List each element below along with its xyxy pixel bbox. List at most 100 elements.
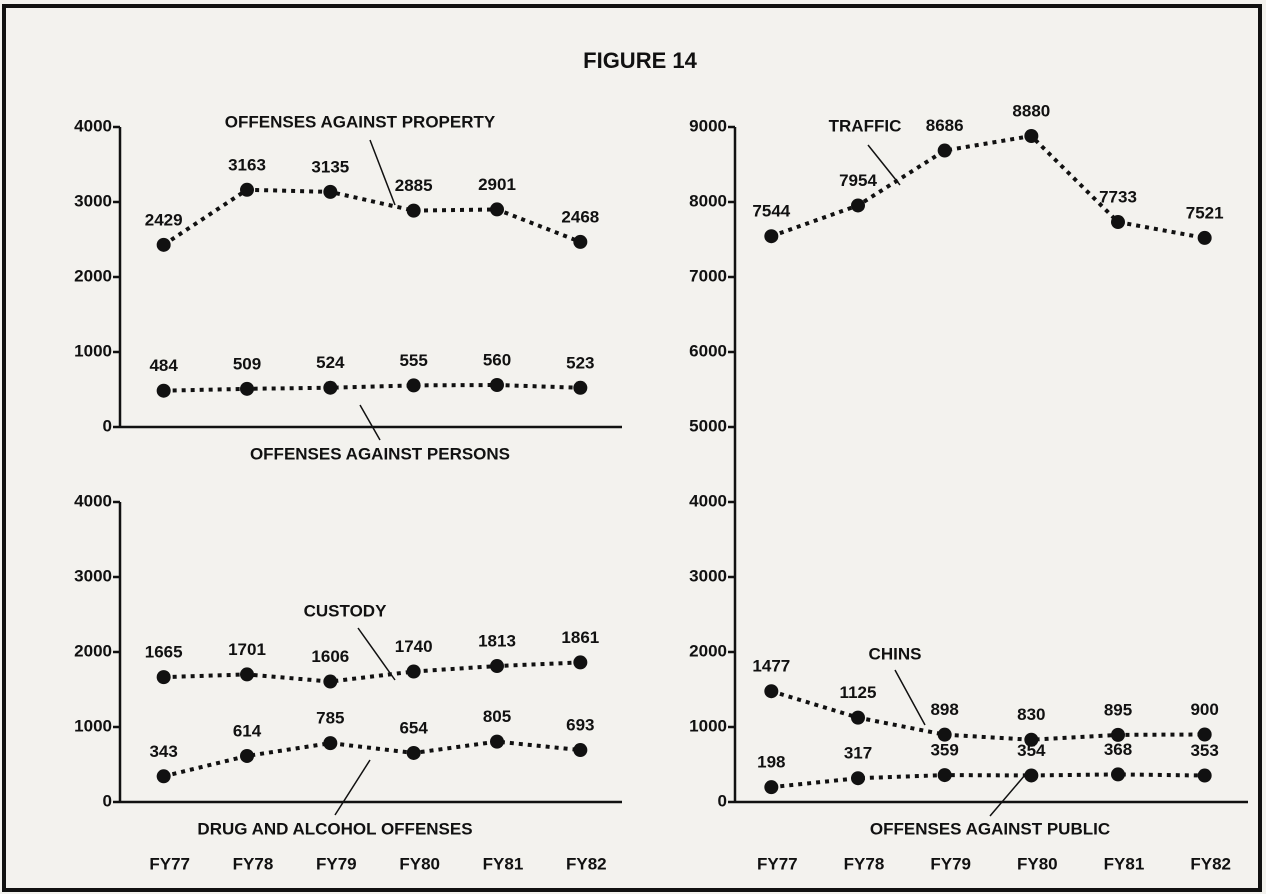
- data-point: [851, 771, 865, 786]
- data-label: 3163: [228, 155, 266, 174]
- leader-line: [894, 669, 926, 726]
- frame: [2, 4, 1262, 892]
- data-point: [851, 710, 865, 725]
- data-label: 3135: [311, 157, 349, 176]
- data-point: [573, 234, 588, 249]
- series-line: [163, 382, 581, 393]
- x-tick-label: FY80: [1017, 854, 1058, 873]
- data-label: 1740: [395, 637, 433, 656]
- data-point: [323, 674, 338, 689]
- data-label: 1477: [752, 657, 790, 676]
- data-label: 354: [1017, 741, 1046, 760]
- y-tick-label: 2000: [74, 266, 112, 285]
- data-label: 368: [1104, 740, 1132, 759]
- data-label: 1665: [145, 643, 183, 662]
- data-point: [1024, 732, 1039, 747]
- leader-line: [989, 774, 1026, 817]
- x-tick-label: FY80: [399, 854, 440, 873]
- series-name: OFFENSES AGAINST PROPERTY: [225, 112, 496, 131]
- data-point: [240, 667, 254, 682]
- y-tick-label: 0: [103, 791, 112, 810]
- x-tick-label: FY79: [316, 854, 357, 873]
- data-point: [573, 655, 588, 670]
- y-tick-label: 8000: [689, 191, 727, 210]
- data-label: 693: [566, 716, 594, 735]
- x-tick-label: FY82: [566, 854, 607, 873]
- x-tick-label: FY79: [930, 854, 971, 873]
- data-point: [937, 143, 952, 158]
- data-label: 524: [316, 353, 345, 372]
- data-point: [1197, 768, 1212, 783]
- data-point: [1111, 215, 1125, 230]
- series-name: CUSTODY: [304, 601, 387, 620]
- x-tick-label: FY78: [233, 854, 274, 873]
- x-tick-label: FY82: [1190, 854, 1231, 873]
- y-tick-label: 2000: [689, 641, 727, 660]
- y-tick-label: 1000: [74, 716, 112, 735]
- data-point: [490, 202, 504, 217]
- data-point: [490, 734, 504, 749]
- data-point: [764, 229, 779, 244]
- data-point: [937, 727, 952, 742]
- figure-title: FIGURE 14: [583, 48, 697, 73]
- data-point: [937, 768, 952, 783]
- data-label: 523: [566, 353, 594, 372]
- leader-line: [359, 404, 381, 441]
- y-tick-label: 3000: [74, 566, 112, 585]
- series-name: DRUG AND ALCOHOL OFFENSES: [197, 819, 472, 838]
- data-point: [406, 203, 421, 218]
- data-label: 484: [149, 356, 178, 375]
- y-tick-label: 1000: [74, 341, 112, 360]
- data-label: 359: [930, 741, 958, 760]
- data-label: 805: [483, 707, 511, 726]
- data-label: 1606: [311, 647, 349, 666]
- data-point: [240, 748, 254, 763]
- y-tick-label: 4000: [689, 491, 727, 510]
- series-line: [771, 772, 1205, 790]
- series-name: CHINS: [869, 644, 922, 663]
- x-tick-label: FY81: [483, 854, 524, 873]
- data-label: 7733: [1099, 188, 1137, 207]
- data-point: [764, 780, 779, 795]
- data-point: [406, 664, 421, 679]
- data-label: 785: [316, 709, 344, 728]
- data-label: 8880: [1012, 101, 1050, 120]
- data-point: [323, 736, 338, 751]
- data-point: [1111, 727, 1125, 742]
- series-line: [162, 187, 582, 247]
- data-point: [490, 659, 504, 674]
- data-label: 7521: [1186, 203, 1224, 222]
- data-label: 1125: [840, 683, 877, 702]
- data-label: 830: [1017, 705, 1045, 724]
- data-label: 560: [483, 350, 511, 369]
- y-tick-label: 6000: [689, 341, 727, 360]
- data-point: [156, 670, 171, 685]
- x-tick-label: FY77: [757, 854, 798, 873]
- data-point: [323, 380, 338, 395]
- data-point: [240, 182, 254, 197]
- y-tick-label: 0: [718, 791, 727, 810]
- data-point: [1024, 768, 1039, 783]
- data-point: [323, 184, 338, 199]
- data-label: 7954: [839, 171, 877, 190]
- data-point: [156, 383, 171, 398]
- data-label: 353: [1190, 741, 1218, 760]
- data-point: [1197, 727, 1212, 742]
- data-label: 2429: [145, 210, 183, 229]
- data-label: 1861: [561, 628, 599, 647]
- leader-line: [334, 759, 371, 816]
- data-point: [573, 743, 588, 758]
- data-label: 895: [1104, 700, 1132, 719]
- y-tick-label: 4000: [74, 116, 112, 135]
- data-label: 2885: [395, 176, 433, 195]
- series-line: [163, 660, 581, 684]
- series-line: [770, 689, 1205, 742]
- x-tick-label: FY81: [1104, 854, 1145, 873]
- leader-line: [357, 627, 396, 681]
- data-label: 317: [844, 744, 872, 763]
- y-tick-label: 1000: [689, 716, 727, 735]
- data-label: 898: [930, 700, 958, 719]
- data-label: 2901: [478, 175, 516, 194]
